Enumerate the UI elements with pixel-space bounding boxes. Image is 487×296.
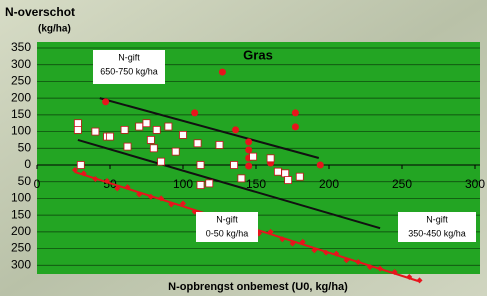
point bbox=[107, 133, 114, 140]
point bbox=[197, 162, 204, 169]
y-tick-label: 250 bbox=[11, 74, 31, 88]
y-tick-label: 300 bbox=[11, 57, 31, 71]
chart-title: N-overschot bbox=[5, 5, 75, 19]
point bbox=[245, 146, 252, 153]
point bbox=[77, 162, 84, 169]
x-tick-label: 200 bbox=[319, 177, 339, 191]
y-tick-label: 150 bbox=[11, 107, 31, 121]
point bbox=[292, 109, 299, 116]
annotation-text: 650-750 kg/ha bbox=[100, 66, 158, 76]
point bbox=[231, 162, 238, 169]
chart: N-overschot (kg/ha) Gras N-opbrengst onb… bbox=[0, 0, 487, 296]
y-tick-label: 100 bbox=[11, 191, 31, 205]
point bbox=[153, 126, 160, 133]
y-tick-label: 250 bbox=[11, 241, 31, 255]
y-tick-label: 200 bbox=[11, 224, 31, 238]
annotation-text: N-gift bbox=[426, 214, 448, 224]
annotation-text: 0-50 kg/ha bbox=[206, 228, 249, 238]
point bbox=[74, 120, 81, 127]
point bbox=[143, 120, 150, 127]
point bbox=[216, 141, 223, 148]
page: N-overschot (kg/ha) Gras N-opbrengst onb… bbox=[0, 0, 487, 296]
point bbox=[274, 168, 281, 175]
annotation-text: N-gift bbox=[118, 52, 140, 62]
point bbox=[282, 170, 289, 177]
y-unit: (kg/ha) bbox=[38, 24, 71, 35]
point bbox=[219, 69, 226, 76]
point bbox=[250, 153, 257, 160]
point bbox=[194, 140, 201, 147]
x-axis-label: N-opbrengst onbemest (U0, kg/ha) bbox=[168, 281, 348, 293]
x-tick-label: 100 bbox=[173, 177, 193, 191]
point bbox=[136, 123, 143, 130]
point bbox=[124, 143, 131, 150]
y-tick-label: 200 bbox=[11, 90, 31, 104]
point bbox=[292, 123, 299, 130]
point bbox=[317, 162, 324, 169]
y-tick-label: 150 bbox=[11, 207, 31, 221]
point bbox=[206, 180, 213, 187]
point bbox=[92, 128, 99, 135]
point bbox=[296, 173, 303, 180]
x-tick-label: 0 bbox=[34, 177, 41, 191]
point bbox=[102, 98, 109, 105]
plot-title: Gras bbox=[243, 47, 273, 62]
point bbox=[197, 182, 204, 189]
point bbox=[245, 138, 252, 145]
y-tick-label: 300 bbox=[11, 257, 31, 271]
point bbox=[147, 136, 154, 143]
point bbox=[267, 155, 274, 162]
point bbox=[180, 131, 187, 138]
y-tick-label: 100 bbox=[11, 124, 31, 138]
x-tick-label: 300 bbox=[465, 177, 485, 191]
point bbox=[172, 148, 179, 155]
annotation-text: 350-450 kg/ha bbox=[408, 228, 466, 238]
point bbox=[232, 126, 239, 133]
point bbox=[121, 126, 128, 133]
point bbox=[165, 123, 172, 130]
y-tick-label: 350 bbox=[11, 40, 31, 54]
point bbox=[158, 158, 165, 165]
x-tick-label: 250 bbox=[392, 177, 412, 191]
annotation-text: N-gift bbox=[216, 214, 238, 224]
point bbox=[238, 175, 245, 182]
point bbox=[74, 126, 81, 133]
point bbox=[245, 163, 252, 170]
point bbox=[285, 177, 292, 184]
y-tick-label: 50 bbox=[18, 174, 32, 188]
y-tick-label: 0 bbox=[24, 157, 31, 171]
point bbox=[150, 145, 157, 152]
y-tick-label: 50 bbox=[18, 140, 32, 154]
point bbox=[191, 109, 198, 116]
